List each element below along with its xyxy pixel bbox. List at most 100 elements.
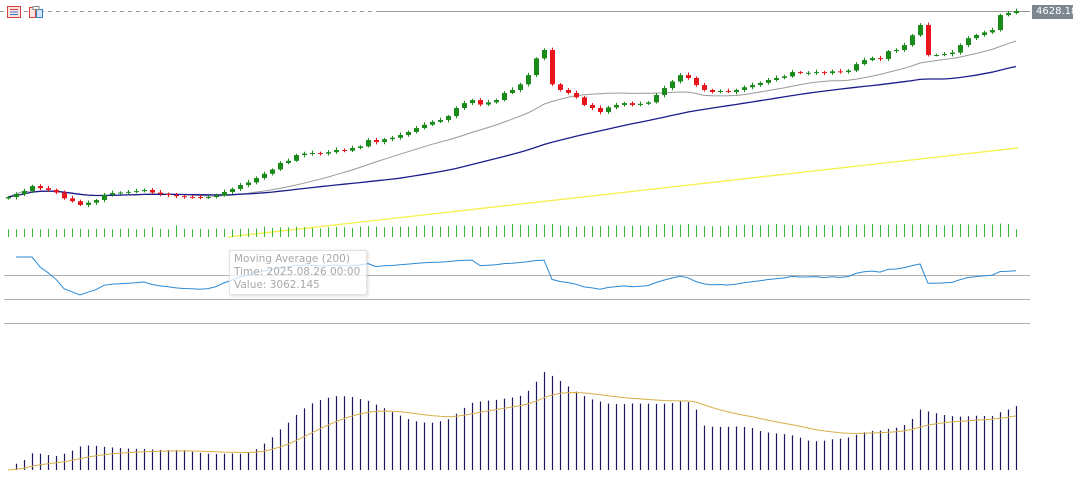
candle-bull bbox=[494, 100, 499, 103]
candle-bull bbox=[966, 38, 971, 46]
candle-bull bbox=[86, 202, 91, 205]
candle-bull bbox=[238, 185, 243, 189]
candle-bull bbox=[382, 139, 387, 143]
candle-bull bbox=[942, 54, 947, 56]
candle-bull bbox=[542, 49, 547, 59]
candle-bull bbox=[622, 103, 627, 105]
candle-bull bbox=[830, 71, 835, 74]
candle-bear bbox=[710, 89, 715, 92]
candle-bull bbox=[454, 107, 459, 117]
candle-bear bbox=[926, 25, 931, 56]
candle-bear bbox=[70, 198, 75, 202]
candle-bull bbox=[270, 169, 275, 174]
candle-bull bbox=[126, 191, 131, 193]
candle-bull bbox=[950, 52, 955, 55]
candle-bull bbox=[486, 102, 491, 105]
candle-bull bbox=[94, 200, 99, 203]
candle-bull bbox=[278, 162, 283, 170]
candle-bear bbox=[198, 197, 203, 199]
candle-bull bbox=[862, 60, 867, 65]
candle-bull bbox=[438, 119, 443, 122]
candle-bull bbox=[934, 55, 939, 57]
candle-bull bbox=[22, 191, 27, 194]
candle-bull bbox=[302, 153, 307, 156]
candle-bull bbox=[222, 191, 227, 196]
candle-bull bbox=[1014, 11, 1019, 14]
candle-bear bbox=[582, 97, 587, 105]
current-price-label: 4628.18 bbox=[1032, 5, 1073, 19]
tooltip-time: Time: 2025.08.26 00:00 bbox=[234, 266, 361, 278]
candle-bull bbox=[854, 64, 859, 71]
candle-bull bbox=[846, 70, 851, 73]
candle-bull bbox=[398, 134, 403, 138]
candle-bull bbox=[414, 128, 419, 132]
candle-bull bbox=[526, 75, 531, 85]
candle-bull bbox=[470, 100, 475, 104]
candle-bear bbox=[318, 153, 323, 155]
candle-bear bbox=[478, 100, 483, 105]
candle-bull bbox=[446, 116, 451, 120]
candle-bull bbox=[534, 58, 539, 76]
candle-bull bbox=[782, 76, 787, 78]
candle-bear bbox=[878, 58, 883, 60]
candle-bull bbox=[502, 92, 507, 101]
candle-bear bbox=[822, 72, 827, 74]
candle-bull bbox=[110, 192, 115, 195]
candle-bull bbox=[918, 25, 923, 36]
oscillator-line bbox=[16, 256, 1017, 296]
candle-bull bbox=[718, 90, 723, 92]
list-icon[interactable] bbox=[7, 3, 21, 18]
candle-bear bbox=[46, 188, 51, 190]
candle-bear bbox=[598, 107, 603, 113]
candle-bull bbox=[678, 75, 683, 82]
candle-bull bbox=[214, 195, 219, 198]
candle-bull bbox=[102, 194, 107, 201]
candle-bull bbox=[254, 177, 259, 183]
candle-bull bbox=[390, 137, 395, 140]
candle-bull bbox=[462, 103, 467, 108]
candle-bull bbox=[310, 153, 315, 155]
candle-bear bbox=[342, 149, 347, 151]
candle-bear bbox=[726, 90, 731, 92]
candle-bear bbox=[158, 192, 163, 194]
candle-bull bbox=[958, 45, 963, 53]
candle-bull bbox=[334, 149, 339, 153]
templates-icon[interactable] bbox=[29, 3, 43, 18]
candle-bull bbox=[1006, 13, 1011, 16]
candle-bull bbox=[774, 77, 779, 81]
candle-bull bbox=[606, 107, 611, 113]
candle-bear bbox=[838, 71, 843, 73]
candle-bull bbox=[430, 121, 435, 125]
candle-bull bbox=[6, 197, 11, 199]
ma-slow-line bbox=[7, 65, 1017, 198]
candle-bull bbox=[230, 188, 235, 192]
candle-bull bbox=[974, 34, 979, 39]
candle-bear bbox=[374, 140, 379, 143]
candle-bear bbox=[550, 49, 555, 85]
candle-bear bbox=[630, 103, 635, 105]
candle-bear bbox=[54, 189, 59, 193]
candle-bull bbox=[886, 51, 891, 59]
candle-bear bbox=[182, 196, 187, 198]
candle-bear bbox=[686, 75, 691, 78]
candle-bear bbox=[166, 193, 171, 196]
candle-bear bbox=[694, 77, 699, 86]
candle-bear bbox=[150, 189, 155, 193]
candle-bear bbox=[574, 92, 579, 98]
candle-bull bbox=[654, 95, 659, 103]
candle-bear bbox=[566, 89, 571, 93]
candle-bull bbox=[734, 89, 739, 92]
tooltip-title: Moving Average (200) bbox=[234, 253, 350, 265]
candle-bull bbox=[14, 193, 19, 198]
candle-bear bbox=[798, 72, 803, 74]
candle-bull bbox=[30, 186, 35, 192]
candle-bull bbox=[662, 88, 667, 96]
ma-200-line bbox=[227, 147, 1019, 238]
candle-bull bbox=[294, 155, 299, 161]
candle-bull bbox=[790, 72, 795, 77]
candle-bull bbox=[518, 84, 523, 90]
candle-bear bbox=[62, 192, 67, 199]
candle-bear bbox=[190, 196, 195, 198]
candle-bull bbox=[614, 104, 619, 108]
